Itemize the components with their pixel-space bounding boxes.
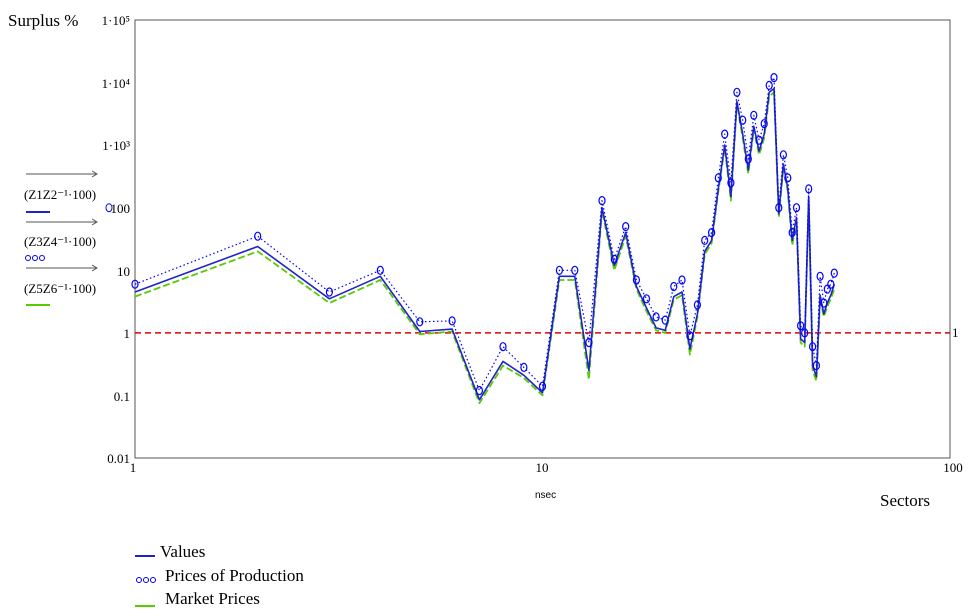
y-tick-label: 0.1 — [114, 389, 130, 404]
data-point — [701, 235, 709, 245]
y-trace-label-3: (Z5Z6⁻¹·100) — [24, 281, 96, 296]
data-point — [792, 203, 801, 213]
x-tick-label: 1 — [130, 460, 137, 475]
data-point — [805, 184, 813, 194]
series-line-values — [134, 87, 836, 401]
trace-swatch-prices-of-production — [25, 255, 45, 261]
axis-marker — [105, 203, 113, 213]
data-point — [325, 287, 333, 297]
data-point — [796, 321, 805, 331]
data-point — [686, 331, 694, 341]
data-point — [652, 312, 660, 322]
chart-title: Surplus % — [8, 11, 78, 30]
y-tick-label: 0.01 — [107, 451, 130, 466]
data-point — [555, 265, 564, 275]
data-point — [733, 87, 741, 97]
x-tick-label: 100 — [943, 460, 963, 475]
data-point — [812, 361, 821, 371]
y-tick-label: 1 — [124, 326, 131, 341]
y-tick-label: 1·10³ — [102, 138, 130, 153]
series-prices-of-production — [131, 72, 838, 396]
series-line-market-prices — [134, 91, 836, 405]
x-variable-label: nsec — [535, 490, 556, 501]
data-point — [376, 265, 384, 275]
data-point — [820, 298, 828, 308]
y-trace-labels: (Z1Z2⁻¹·100) (Z3Z4⁻¹·100) (Z5Z6⁻¹·100) — [24, 170, 98, 306]
legend-label-prices-of-production: Prices of Production — [165, 566, 304, 585]
plot-frame — [134, 19, 951, 459]
data-point — [622, 222, 630, 232]
data-point — [808, 342, 817, 352]
data-point — [816, 271, 824, 281]
data-point — [765, 80, 773, 91]
x-tick-label: 10 — [536, 460, 549, 475]
data-point — [598, 196, 606, 206]
data-point — [538, 381, 547, 391]
data-point — [714, 173, 722, 183]
data-point — [739, 115, 747, 125]
y-trace-label-1: (Z1Z2⁻¹·100) — [24, 187, 96, 202]
data-point — [520, 362, 528, 372]
legend: Values Prices of Production Market Price… — [135, 542, 304, 608]
data-point — [571, 265, 579, 275]
data-point — [823, 284, 831, 294]
data-point — [632, 275, 641, 285]
data-point — [499, 342, 507, 352]
data-point — [727, 178, 735, 188]
data-point — [448, 316, 456, 326]
data-point — [784, 173, 792, 183]
legend-swatch-prices-of-production — [136, 577, 156, 583]
reference-line-label: 1 — [952, 325, 959, 340]
series-market-prices — [134, 91, 836, 405]
data-point — [131, 279, 139, 289]
y-tick-label: 10 — [117, 264, 130, 279]
data-point — [827, 279, 835, 289]
data-point — [779, 150, 788, 160]
y-tick-label: 1·10⁴ — [102, 76, 131, 91]
data-point — [707, 228, 716, 238]
y-tick-label: 1·10⁵ — [102, 13, 130, 28]
data-point — [750, 110, 758, 120]
data-point — [642, 294, 651, 304]
y-trace-label-2: (Z3Z4⁻¹·100) — [24, 234, 96, 249]
data-point — [254, 231, 262, 241]
data-point — [661, 315, 669, 325]
data-point — [830, 268, 838, 278]
legend-label-market-prices: Market Prices — [165, 589, 260, 608]
data-point — [801, 328, 809, 338]
x-axis-label: Sectors — [880, 491, 930, 510]
data-point — [770, 72, 778, 83]
series-values — [134, 87, 836, 401]
data-point — [678, 275, 686, 285]
data-point — [755, 135, 763, 145]
data-point — [475, 385, 483, 396]
data-point — [693, 300, 702, 310]
legend-label-values: Values — [160, 542, 205, 561]
data-point — [744, 154, 752, 164]
data-point — [788, 228, 796, 238]
data-point — [670, 281, 678, 292]
data-point — [585, 337, 593, 348]
data-point — [721, 129, 729, 139]
data-point — [416, 317, 424, 327]
data-point — [775, 203, 783, 213]
y-tick-label: 100 — [111, 201, 131, 216]
data-point — [760, 119, 768, 129]
data-point — [610, 254, 618, 264]
series-line-prices-of-production — [134, 76, 835, 392]
